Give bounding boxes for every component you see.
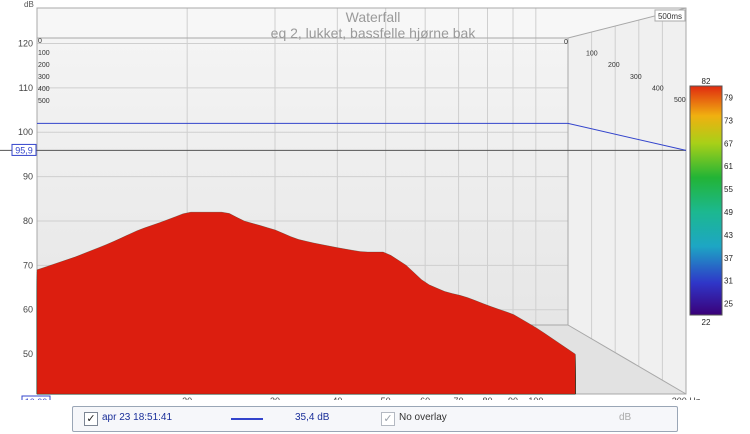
overlay-label: No overlay [399, 412, 447, 423]
z-tick-label-right: 300 [630, 74, 642, 81]
reference-lines [0, 122, 687, 151]
z-tick-label-left: 200 [38, 62, 50, 69]
y-tick-label: 90 [23, 172, 33, 182]
right-wall [568, 8, 686, 394]
z-tick-label-right: 500 [674, 97, 686, 104]
colorbar-tick-label: 67 [724, 139, 733, 148]
x-tick-label: 20 [182, 396, 192, 400]
overlay-unit: dB [619, 412, 632, 423]
overlay-checkbox[interactable]: ✓ [381, 412, 395, 426]
x-tick-label: 30 [270, 396, 280, 400]
measurement-line-swatch [231, 418, 263, 420]
colorbar-scale [689, 85, 723, 316]
colorbar-max-label: 82 [702, 77, 711, 86]
colorbar-tick-label: 73 [724, 116, 733, 125]
waterfall-surface [36, 211, 576, 395]
colorbar-min-label: 22 [702, 318, 711, 327]
z-tick-label-left: 500 [38, 98, 50, 105]
y-tick-label: 70 [23, 260, 33, 270]
colorbar-tick-label: 37 [724, 254, 733, 263]
y-axis-unit: dB [24, 0, 34, 9]
x-min-frame [21, 395, 51, 400]
colorbar: 25 31 37 43 49 55 61 67 73 79 82 22 [689, 77, 733, 327]
x-tick-label: 90 [508, 396, 518, 400]
z-tick-label-left: 0 [38, 38, 42, 45]
colorbar-tick-label: 55 [724, 185, 733, 194]
x-tick-label: 40 [332, 396, 342, 400]
x-min-label: 10,00 [25, 397, 48, 400]
legend-bar: ✓ apr 23 18:51:41 35,4 dB ✓ No overlay d… [72, 406, 678, 432]
y-tick-label: 60 [23, 305, 33, 315]
x-tick-label: 70 [454, 396, 464, 400]
x-tick-label: 80 [482, 396, 492, 400]
z-tick-label-left: 400 [38, 86, 50, 93]
colorbar-tick-label: 49 [724, 208, 733, 217]
z-tick-label-left: 300 [38, 74, 50, 81]
z-tick-label-right: 100 [586, 51, 598, 58]
y-tick-label: 50 [23, 349, 33, 359]
x-tick-label: 60 [420, 396, 430, 400]
waterfall-slice [36, 211, 576, 395]
reference-value-box: 95,9 [11, 143, 37, 156]
x-min-box: 10,00 [21, 395, 51, 400]
colorbar-tick-label: 61 [724, 162, 733, 171]
measurement-checkbox[interactable]: ✓ [84, 412, 98, 426]
chart-title: Waterfall [346, 9, 401, 25]
reference-value-frame [11, 143, 37, 156]
z-tick-label-right: 400 [652, 85, 664, 92]
waterfall-plot[interactable]: 50 60 70 80 90 100 110 120 20 30 40 50 60 70 80 90 100 10… [0, 0, 750, 400]
z-tick-label-left: 100 [38, 50, 50, 57]
x-tick-label: 100 [528, 396, 543, 400]
x-tick-label: 50 [381, 396, 391, 400]
axes: 50 60 70 80 90 100 110 120 20 30 40 50 60 70 80 90 100 10… [11, 38, 701, 400]
measurement-name[interactable]: apr 23 18:51:41 [102, 412, 173, 423]
z-max-box: 500ms [654, 9, 686, 22]
z-tick-label-right: 0 [564, 39, 568, 46]
y-tick-label: 100 [18, 127, 33, 137]
upper-line [37, 122, 687, 151]
colorbar-tick-label: 25 [724, 300, 733, 309]
top-wall [37, 8, 686, 38]
colorbar-tick-label: 79 [724, 93, 733, 102]
colorbar-tick-label: 31 [724, 277, 733, 286]
x-max-label: 200 Hz [672, 396, 701, 400]
z-max-label: 500ms [658, 12, 682, 21]
measurement-value: 35,4 dB [295, 412, 330, 423]
z-tick-label-right: 200 [608, 62, 620, 69]
reference-value-label: 95,9 [15, 145, 33, 155]
y-tick-label: 120 [18, 38, 33, 48]
y-tick-label: 80 [23, 216, 33, 226]
chart-subtitle: eq 2, lukket, bassfelle hjørne bak [271, 25, 477, 41]
colorbar-tick-label: 43 [724, 231, 733, 240]
y-tick-label: 110 [19, 83, 33, 93]
